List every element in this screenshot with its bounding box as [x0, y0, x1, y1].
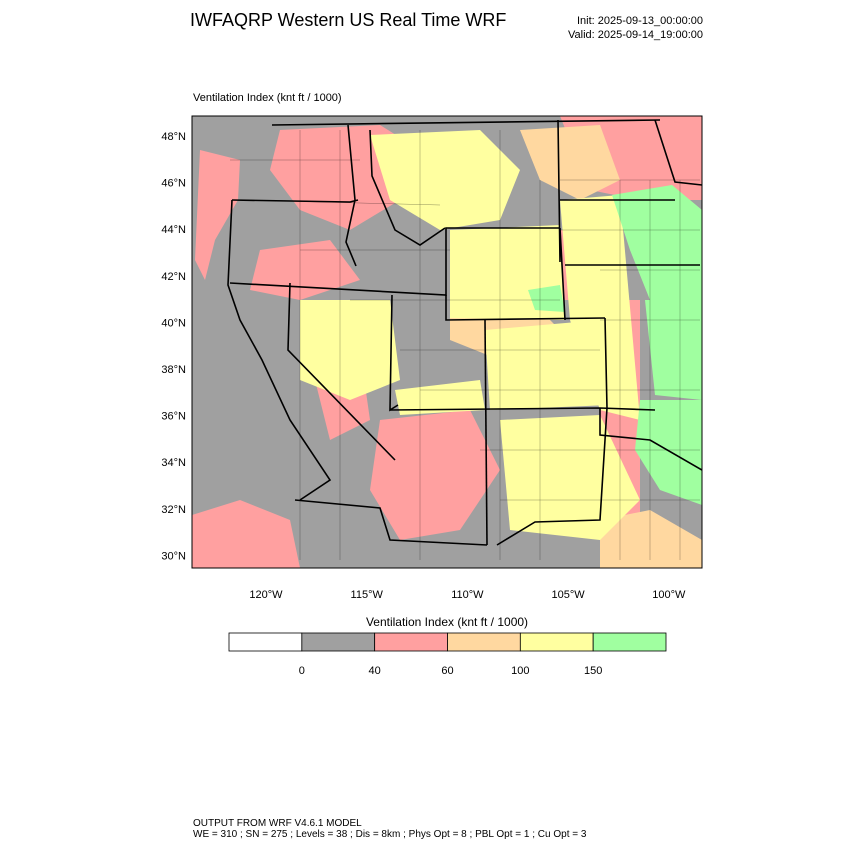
lat-label: 32°N: [161, 504, 186, 516]
latitude-labels: 48°N 46°N 44°N 42°N 40°N 38°N 36°N 34°N 32°N 30°N: [161, 131, 186, 562]
lon-label: 120°W: [249, 589, 283, 601]
colorbar-box: [447, 632, 521, 652]
lon-label: 110°W: [451, 589, 484, 601]
lat-label: 38°N: [161, 364, 186, 376]
lat-label: 36°N: [161, 411, 186, 423]
lat-label: 30°N: [161, 550, 186, 562]
lat-label: 48°N: [161, 131, 186, 143]
colorbar: 0 40 60 100 150: [228, 632, 667, 677]
field-green: [528, 185, 702, 505]
colorbar-label: 150: [584, 665, 602, 677]
colorbar-label: 40: [369, 665, 381, 677]
colorbar-box: [592, 632, 667, 652]
map-subtitle: Ventilation Index (knt ft / 1000): [193, 92, 342, 104]
init-time: Init: 2025-09-13_00:00:00: [577, 15, 703, 27]
map-frame: [191, 115, 703, 569]
title: IWFAQRP Western US Real Time WRF: [190, 10, 506, 30]
colorbar-box: [301, 632, 376, 652]
colorbar-label: 60: [441, 665, 453, 677]
lat-label: 46°N: [161, 178, 186, 190]
longitude-labels: 120°W 115°W 110°W 105°W 100°W: [249, 589, 686, 601]
valid-time: Valid: 2025-09-14_19:00:00: [568, 29, 703, 41]
lat-label: 34°N: [161, 457, 186, 469]
map: [192, 116, 702, 568]
footer-line: OUTPUT FROM WRF V4.6.1 MODEL: [193, 818, 362, 829]
lon-label: 105°W: [552, 589, 586, 601]
lat-label: 44°N: [161, 224, 186, 236]
state-borders: [227, 119, 702, 546]
colorbar-label: 100: [511, 665, 529, 677]
colorbar-box: [228, 632, 303, 652]
lat-label: 40°N: [161, 317, 186, 329]
colorbar-title: Ventilation Index (knt ft / 1000): [366, 615, 528, 629]
colorbar-box: [519, 632, 594, 652]
lon-label: 115°W: [351, 589, 384, 601]
colorbar-box: [374, 632, 448, 652]
lat-label: 42°N: [161, 271, 186, 283]
colorbar-label: 0: [299, 665, 305, 677]
footer-line: WE = 310 ; SN = 275 ; Levels = 38 ; Dis …: [193, 829, 587, 840]
lon-label: 100°W: [652, 589, 686, 601]
